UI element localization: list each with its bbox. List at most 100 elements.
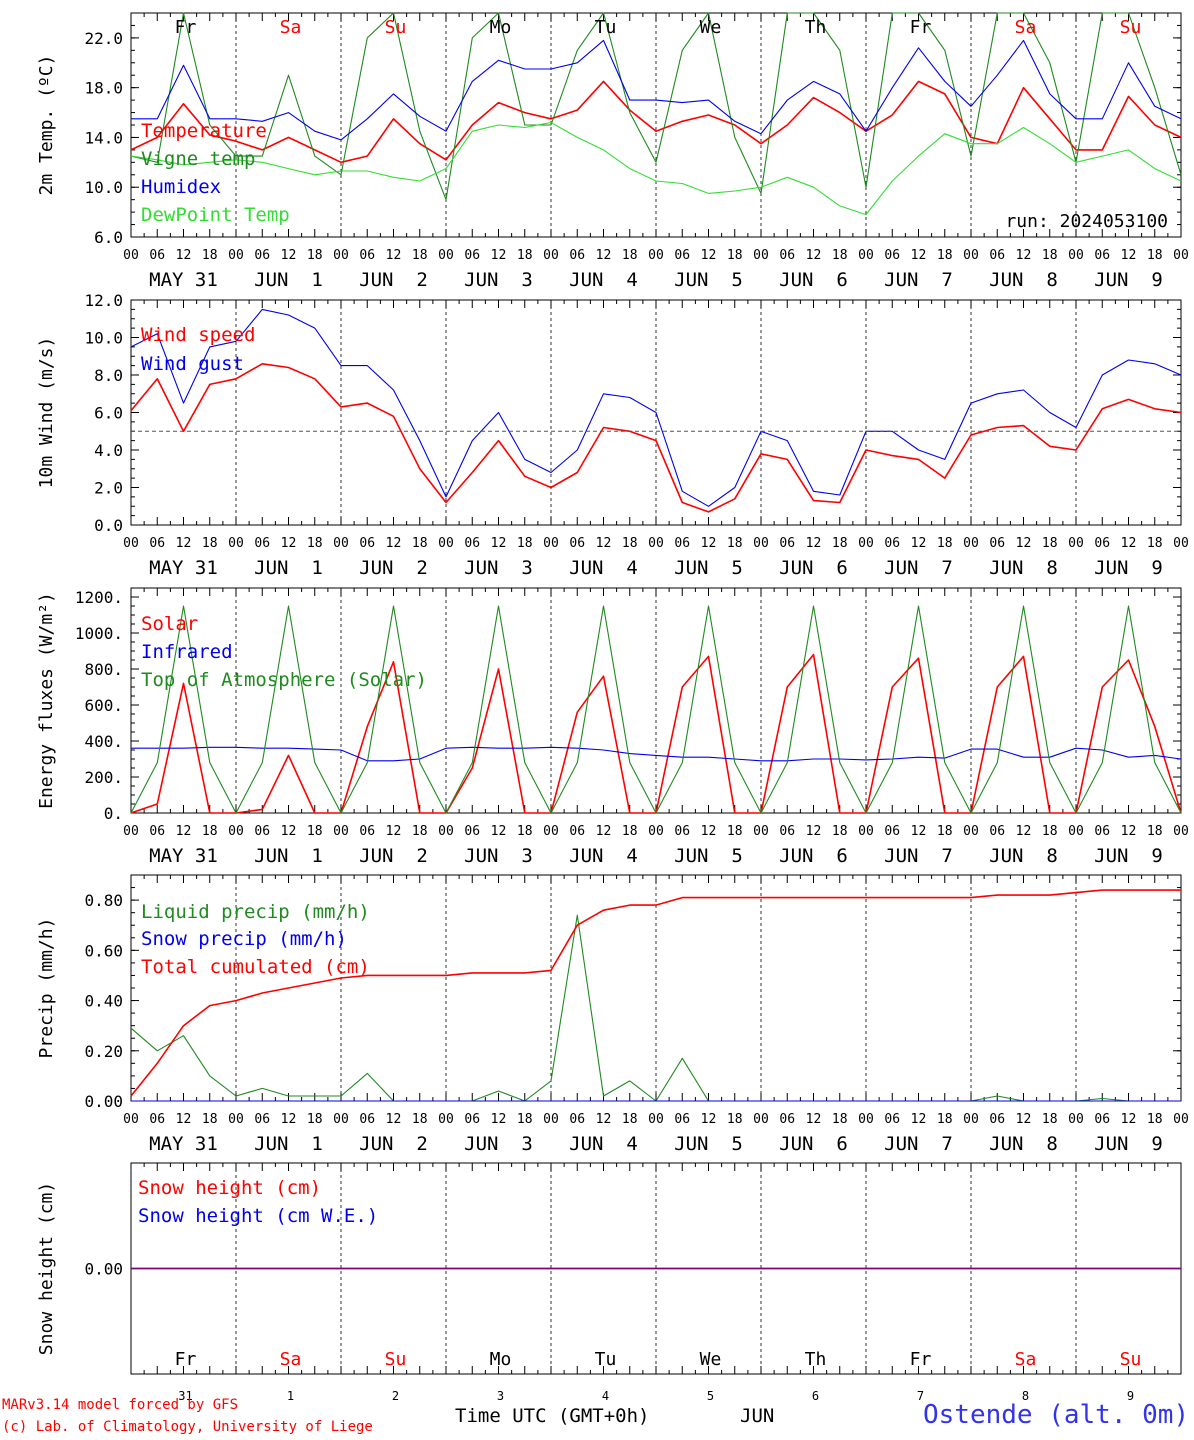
panel-5: 0.00 Snow height (cm) Snow height (cm) Snow…: [36, 1162, 1182, 1375]
hour-tick-label: 12: [176, 248, 192, 263]
hour-tick-label: 06: [779, 248, 795, 263]
hour-tick-label: 06: [149, 824, 165, 839]
hour-tick-label: 00: [648, 536, 664, 551]
y-tick-label: 0.00: [84, 1092, 123, 1111]
y-tick-label: 0.40: [84, 992, 123, 1011]
hour-tick-label: 18: [517, 1112, 533, 1127]
series-line-dewpoint-temp: [130, 121, 1182, 216]
date-label: JUN 5: [674, 557, 743, 579]
date-label: JUN 1: [254, 845, 323, 867]
y-tick-label: 6.0: [94, 404, 123, 423]
legend-entry: Vigne temp: [141, 148, 255, 170]
day-number: 6: [812, 1389, 819, 1403]
weekday-label: Sa: [280, 17, 302, 38]
hour-tick-label: 12: [491, 824, 507, 839]
y-tick-label: 200.: [84, 768, 123, 787]
hour-tick-label: 12: [281, 536, 297, 551]
hour-tick-label: 12: [806, 824, 822, 839]
y-axis-label: 10m Wind (m/s): [36, 337, 57, 489]
date-label: JUN 4: [569, 269, 638, 291]
hour-tick-label: 06: [569, 536, 585, 551]
hour-tick-label: 06: [779, 536, 795, 551]
hour-tick-label: 06: [254, 536, 270, 551]
hour-tick-label: 12: [176, 1112, 192, 1127]
legend-entry: Top of Atmosphere (Solar): [141, 669, 427, 691]
date-label: JUN 5: [674, 1133, 743, 1155]
hour-tick-label: 00: [648, 248, 664, 263]
hour-tick-label: 18: [307, 824, 323, 839]
legend-entry: Wind speed: [141, 324, 255, 346]
weekday-label: Sa: [1015, 17, 1037, 38]
y-axis-label: Snow height (cm): [36, 1182, 57, 1355]
hour-tick-label: 18: [202, 248, 218, 263]
date-label: JUN 5: [674, 845, 743, 867]
hour-tick-label: 06: [464, 824, 480, 839]
date-label: JUN 7: [884, 269, 953, 291]
hour-tick-label: 00: [333, 248, 349, 263]
y-tick-label: 0.: [104, 804, 123, 823]
run-annotation: run: 2024053100: [1005, 211, 1168, 232]
date-label: JUN 3: [464, 269, 533, 291]
hour-tick-label: 00: [1173, 248, 1189, 263]
weekday-label: Su: [385, 17, 407, 38]
hour-tick-label: 12: [1016, 1112, 1032, 1127]
y-tick-label: 10.0: [84, 178, 123, 197]
hour-tick-label: 06: [674, 536, 690, 551]
hour-tick-label: 12: [281, 248, 297, 263]
hour-tick-label: 06: [254, 248, 270, 263]
date-label: JUN 6: [779, 557, 848, 579]
hour-tick-label: 00: [963, 248, 979, 263]
hour-tick-label: 00: [123, 824, 139, 839]
hour-tick-label: 00: [963, 1112, 979, 1127]
hour-tick-label: 00: [648, 1112, 664, 1127]
y-tick-label: 800.: [84, 660, 123, 679]
weekday-label: We: [700, 1349, 722, 1370]
station-label: Ostende (alt. 0m): [923, 1400, 1190, 1430]
hour-tick-label: 06: [254, 824, 270, 839]
hour-tick-label: 06: [884, 536, 900, 551]
weekday-label: Su: [385, 1349, 407, 1370]
hour-tick-label: 06: [884, 1112, 900, 1127]
hour-tick-label: 18: [517, 248, 533, 263]
y-tick-label: 0.0: [94, 516, 123, 535]
hour-tick-label: 00: [228, 824, 244, 839]
hour-tick-label: 12: [386, 824, 402, 839]
hour-tick-label: 06: [989, 824, 1005, 839]
hour-tick-label: 00: [228, 248, 244, 263]
hour-tick-label: 18: [832, 536, 848, 551]
hour-tick-label: 06: [569, 1112, 585, 1127]
y-tick-label: 1200.: [75, 588, 123, 607]
hour-tick-label: 18: [1042, 248, 1058, 263]
hour-tick-label: 12: [386, 248, 402, 263]
hour-tick-label: 18: [832, 1112, 848, 1127]
hour-tick-label: 18: [622, 536, 638, 551]
hour-tick-label: 06: [884, 248, 900, 263]
date-label: JUN 9: [1094, 1133, 1163, 1155]
panel-4: 0.00 0.20 0.40 0.60 0.80 Precip (mm/h) Liquid …: [36, 874, 1189, 1155]
hour-tick-label: 00: [858, 536, 874, 551]
y-tick-label: 0.20: [84, 1042, 123, 1061]
hour-tick-label: 00: [438, 248, 454, 263]
date-label: JUN 5: [674, 269, 743, 291]
date-label: JUN 3: [464, 557, 533, 579]
y-tick-label: 22.0: [84, 29, 123, 48]
date-label: JUN 4: [569, 557, 638, 579]
date-label: JUN 1: [254, 269, 323, 291]
day-number: 9: [1127, 1389, 1134, 1403]
hour-tick-label: 12: [491, 1112, 507, 1127]
hour-tick-label: 18: [1147, 824, 1163, 839]
hour-tick-label: 00: [123, 1112, 139, 1127]
hour-tick-label: 00: [963, 536, 979, 551]
weekday-label: We: [700, 17, 722, 38]
date-label: JUN 8: [989, 557, 1058, 579]
date-label: JUN 2: [359, 557, 428, 579]
y-tick-label: 12.0: [84, 291, 123, 310]
hour-tick-label: 12: [701, 248, 717, 263]
hour-tick-label: 06: [359, 248, 375, 263]
date-label: JUN 8: [989, 845, 1058, 867]
date-label: JUN 3: [464, 845, 533, 867]
hour-tick-label: 06: [989, 536, 1005, 551]
panel-2: 0.0 2.0 4.0 6.0 8.0 10.0 12.0 10m Wind (m/s) Win…: [36, 291, 1189, 579]
panel-1: 6.0 10.0 14.0 18.0 22.0 2m Temp. (ºC) Temperat…: [36, 12, 1189, 291]
hour-tick-label: 06: [149, 536, 165, 551]
